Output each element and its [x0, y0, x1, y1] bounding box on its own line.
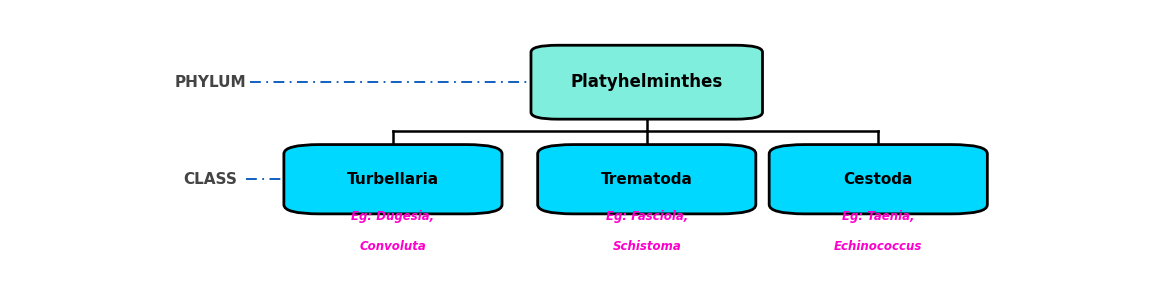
FancyBboxPatch shape	[284, 145, 502, 214]
Text: Trematoda: Trematoda	[601, 172, 693, 187]
Text: Turbellaria: Turbellaria	[347, 172, 439, 187]
FancyBboxPatch shape	[769, 145, 987, 214]
Text: Convoluta: Convoluta	[360, 240, 426, 253]
Text: Platyhelminthes: Platyhelminthes	[571, 73, 723, 91]
Text: CLASS: CLASS	[184, 172, 238, 187]
Text: Eg: Taenia,: Eg: Taenia,	[842, 210, 915, 223]
Text: Schistoma: Schistoma	[612, 240, 681, 253]
FancyBboxPatch shape	[538, 145, 756, 214]
FancyBboxPatch shape	[531, 45, 763, 119]
Text: Cestoda: Cestoda	[843, 172, 913, 187]
Text: Eg: Fasciola,: Eg: Fasciola,	[606, 210, 688, 223]
Text: Eg: Dugesia,: Eg: Dugesia,	[352, 210, 434, 223]
Text: Echinococcus: Echinococcus	[834, 240, 923, 253]
Text: PHYLUM: PHYLUM	[175, 75, 246, 90]
